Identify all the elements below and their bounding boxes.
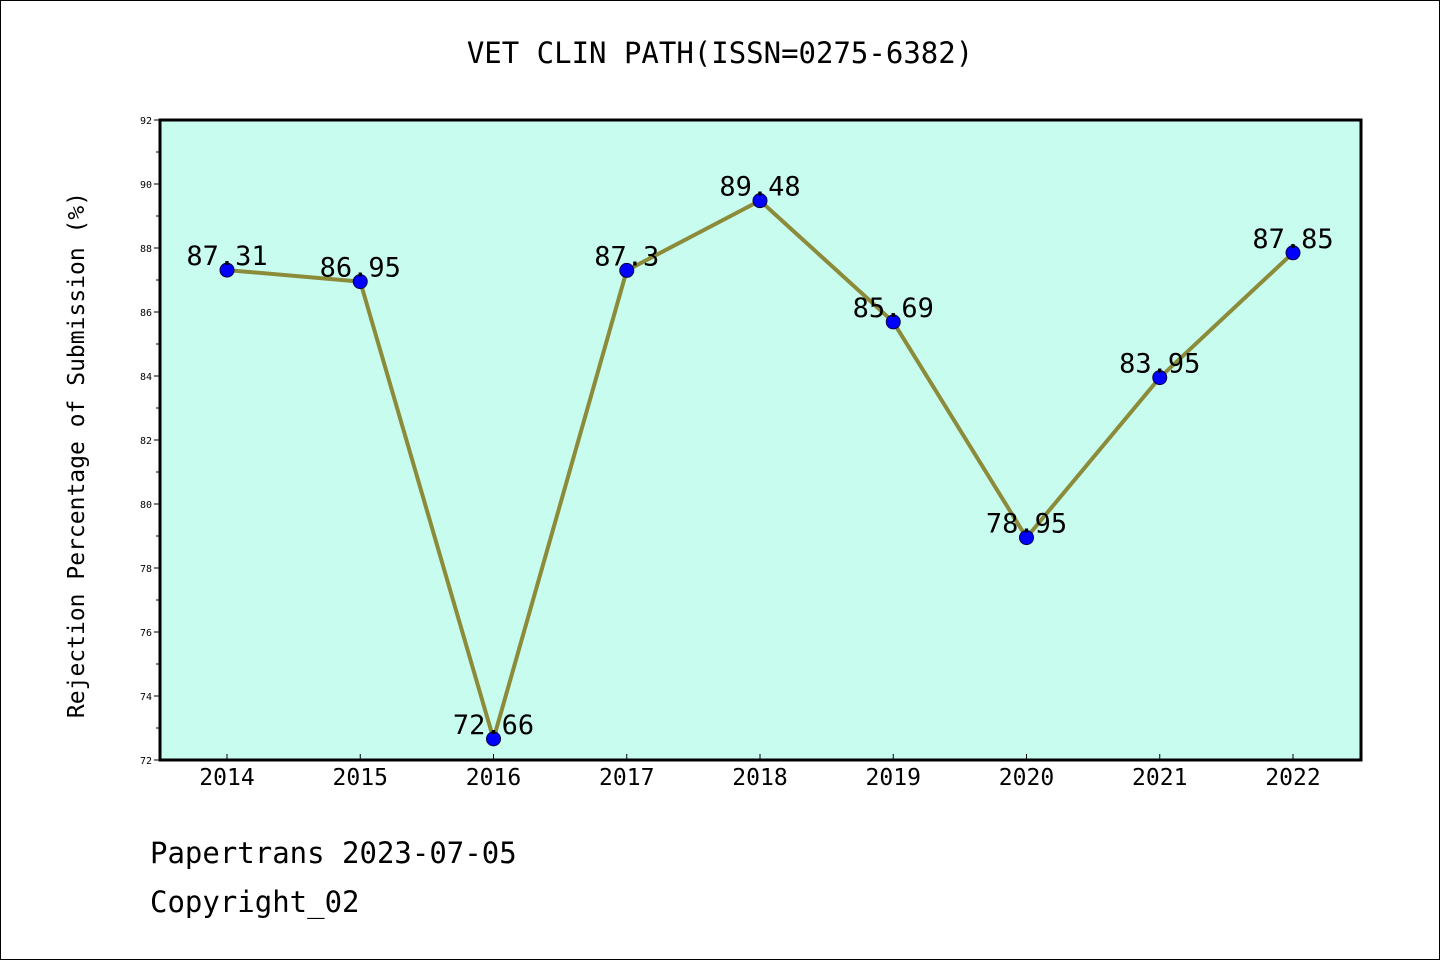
plot-border [158,118,1363,762]
data-point-marker [219,262,235,278]
plot-area [160,120,1361,760]
data-point-label: 87.85 [1252,224,1333,255]
data-point-marker [1285,245,1301,261]
data-point-label: 87.31 [186,241,267,272]
data-point-marker [486,731,501,747]
y-tick-label: 88 [140,244,152,255]
x-tick-label: 2021 [1132,765,1187,791]
footer-copyright-text: Copyright_02 [150,885,360,919]
y-axis-ticks: 72 74 76 78 80 82 84 86 88 90 92 [140,116,160,767]
y-tick-label: 78 [140,564,152,575]
data-point-label: 85.69 [853,293,934,324]
x-tick-label: 2022 [1265,765,1320,791]
y-tick-label: 86 [140,308,152,319]
x-tick-label: 2017 [599,765,654,791]
data-point-label: 83.95 [1119,349,1200,380]
data-point-label: 86.95 [320,253,401,284]
x-tick-label: 2019 [866,765,921,791]
data-point-label: 78.95 [986,509,1067,540]
x-tick-label: 2016 [466,765,521,791]
y-tick-label: 92 [140,116,152,127]
data-markers [219,193,1301,747]
data-point-marker [1152,370,1168,386]
chart-title: VET CLIN PATH(ISSN=0275-6382) [466,36,974,70]
data-point-marker [752,193,768,209]
y-tick-label: 80 [140,500,152,511]
x-axis-ticks: 2014 2015 2016 2017 2018 2019 2020 2021 2022 [199,754,1321,791]
x-tick-label: 2020 [999,765,1054,791]
x-tick-label: 2018 [732,765,787,791]
data-point-label: 87.3 [594,241,659,272]
x-tick-label: 2014 [199,765,254,791]
y-tick-label: 84 [140,372,152,383]
data-point-marker [885,314,901,330]
data-point-marker [352,274,368,290]
y-tick-label: 82 [140,436,152,447]
y-tick-label: 90 [140,180,152,191]
data-point-marker [619,262,635,278]
data-point-label: 89.48 [719,172,800,203]
data-point-label: 72.66 [453,710,534,741]
x-tick-label: 2015 [333,765,388,791]
footer-date-text: Papertrans 2023-07-05 [150,836,517,870]
y-axis-label: Rejection Percentage of Submission (%) [64,192,90,718]
y-tick-label: 72 [140,756,152,767]
y-tick-label: 74 [140,692,152,703]
data-labels: 87.31 86.95 72.66 87.3 89.48 85.69 78.95 83.95 8… [186,172,1333,741]
y-tick-label: 76 [140,628,152,639]
data-point-marker [1019,530,1034,546]
